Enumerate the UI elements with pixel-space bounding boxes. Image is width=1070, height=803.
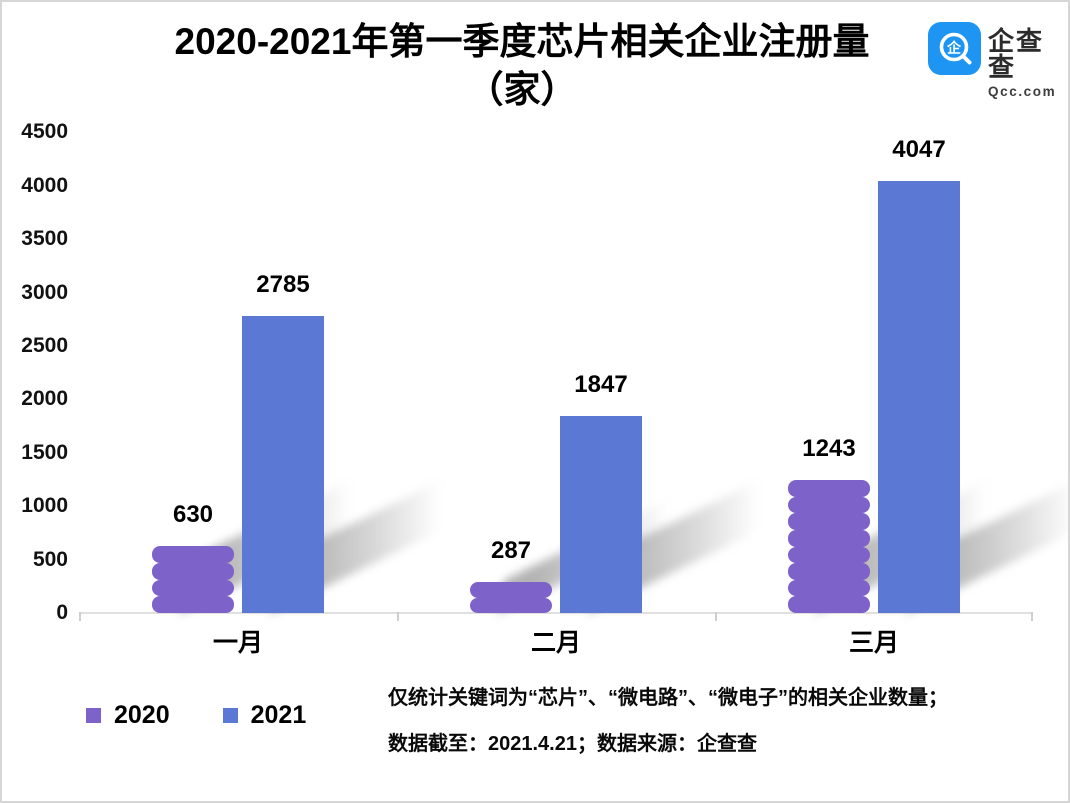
y-tick-label: 2000 [21, 387, 68, 411]
y-tick-label: 1000 [21, 494, 68, 518]
qcc-logo-text: 企查查 Qcc.com [988, 22, 1068, 99]
bar-2020-m2 [470, 582, 552, 613]
bar-2021-m1 [242, 316, 324, 613]
bar-segment [788, 563, 870, 580]
bar-segment [152, 546, 234, 563]
bar-segment [152, 562, 234, 580]
x-axis-tick [1031, 612, 1033, 621]
bar-2021-m3 [878, 181, 960, 613]
qcc-logo-domain: Qcc.com [988, 84, 1057, 99]
y-tick-label: 4000 [21, 173, 68, 197]
bar-segment [152, 579, 234, 597]
y-tick-label: 1500 [21, 440, 68, 464]
bar-segment [470, 582, 552, 598]
legend-swatch-2021 [222, 708, 238, 723]
qcc-spiral-q-icon: 企 [928, 22, 981, 75]
qcc-logo: 企 企查查 Qcc.com [928, 22, 1068, 99]
bar-value-label: 1847 [574, 371, 628, 398]
chart-title: 2020-2021年第一季度芯片相关企业注册量 [174, 21, 870, 62]
bar-value-label: 1243 [802, 435, 856, 462]
legend-swatch-2020 [86, 708, 101, 723]
bar-segment [788, 546, 870, 564]
x-category-label: 一月 [212, 629, 263, 657]
y-tick-label: 4500 [21, 120, 68, 144]
y-tick-label: 0 [56, 601, 68, 624]
x-axis-tick [79, 612, 81, 621]
bar-value-label: 287 [490, 537, 532, 564]
y-tick-label: 3500 [21, 227, 68, 251]
y-tick-label: 500 [32, 547, 68, 571]
legend: 2020 2021 [86, 701, 306, 730]
y-tick-label: 3000 [21, 280, 68, 304]
qcc-logo-name: 企查查 [988, 26, 1045, 82]
bar-segment [788, 480, 870, 497]
bar-value-label: 4047 [892, 136, 946, 163]
bar-segment [788, 496, 870, 514]
x-category-label: 二月 [530, 629, 581, 657]
bar-segment [788, 529, 870, 547]
bar-2021-m2 [560, 416, 642, 613]
bar-2020-m1 [152, 546, 234, 613]
legend-item-2020: 2020 [86, 701, 170, 730]
legend-item-2021: 2021 [222, 701, 307, 730]
legend-label-2021: 2021 [250, 701, 307, 729]
legend-label-2020: 2020 [114, 701, 170, 729]
bar-segment [788, 513, 870, 530]
footnote-line1: 仅统计关键词为“芯片”、“微电路”、“微电子”的相关企业数量； [388, 687, 948, 709]
y-tick-label: 2500 [21, 334, 68, 357]
chart-title-unit: （家） [466, 69, 578, 110]
bar-segment [152, 596, 234, 613]
x-axis-line [79, 612, 1033, 614]
x-axis-tick [715, 612, 717, 621]
bar-segment [788, 596, 870, 613]
bar-segment [788, 579, 870, 597]
bar-value-label: 630 [172, 501, 214, 528]
bar-segment [470, 597, 552, 613]
bar-value-label: 2785 [256, 271, 310, 298]
svg-text:企: 企 [946, 40, 962, 56]
bar-2020-m3 [788, 480, 870, 613]
footnote-line2: 数据截至：2021.4.21；数据来源：企查查 [388, 733, 757, 755]
x-category-label: 三月 [848, 629, 899, 657]
x-axis-tick [397, 612, 399, 621]
